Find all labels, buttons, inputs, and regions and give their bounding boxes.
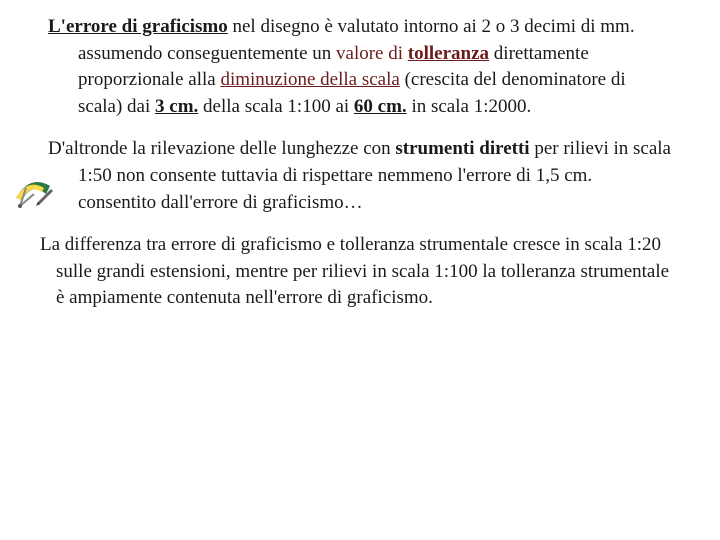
term-tolleranza: tolleranza bbox=[408, 43, 489, 64]
term-errore-graficismo: L'errore di graficismo bbox=[48, 16, 228, 37]
text-run: valore di bbox=[336, 43, 408, 64]
value-60cm: 60 cm. bbox=[354, 96, 407, 117]
term-strumenti-diretti: strumenti diretti bbox=[395, 138, 529, 159]
text-run: della scala 1:100 ai bbox=[198, 96, 354, 117]
value-3cm: 3 cm. bbox=[155, 96, 198, 117]
text-run: D'altronde la rilevazione delle lunghezz… bbox=[48, 138, 395, 159]
paragraph-3: La differenza tra errore di graficismo e… bbox=[18, 232, 672, 312]
text-run: La differenza tra errore di graficismo e… bbox=[40, 234, 669, 308]
slide-body: L'errore di graficismo nel disegno è val… bbox=[0, 0, 720, 342]
text-run: in scala 1:2000. bbox=[407, 96, 532, 117]
term-diminuzione-scala: diminuzione della scala bbox=[220, 69, 399, 90]
paragraph-1: L'errore di graficismo nel disegno è val… bbox=[18, 14, 672, 120]
drafting-tools-icon bbox=[12, 168, 54, 210]
paragraph-2: D'altronde la rilevazione delle lunghezz… bbox=[18, 136, 672, 216]
